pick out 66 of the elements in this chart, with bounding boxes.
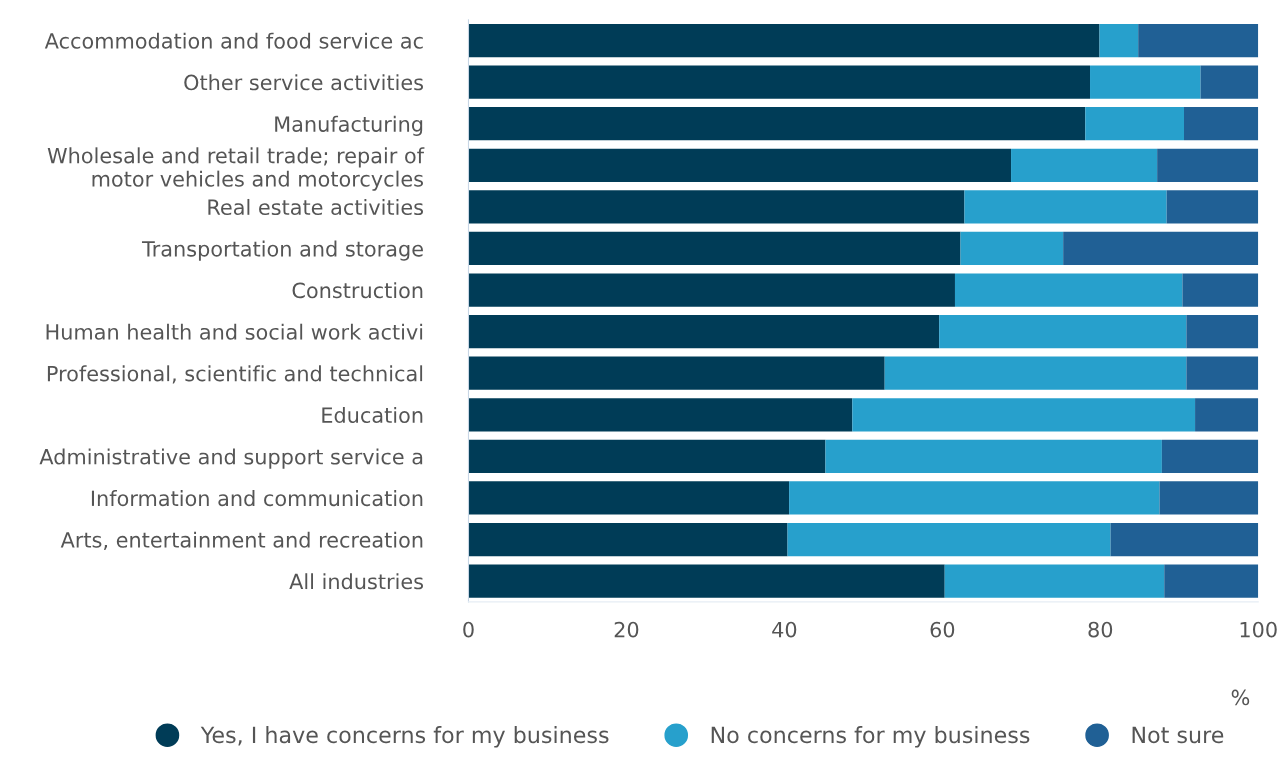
x-tick-label: 40	[772, 621, 797, 638]
y-tick-label: All industries	[289, 573, 424, 590]
bar	[468, 65, 1091, 99]
y-tick-label: Wholesale and retail trade; repair of motor vehicles and motorcycles	[47, 147, 425, 191]
bar	[468, 190, 965, 224]
y-tick-label: Real estate activities	[208, 198, 424, 216]
bar	[468, 398, 853, 432]
bar	[825, 439, 1162, 474]
bar	[468, 481, 790, 515]
bar	[1184, 107, 1259, 141]
bar	[1090, 65, 1201, 99]
bar	[884, 356, 1187, 390]
bar	[1099, 23, 1139, 58]
bar	[1164, 564, 1259, 598]
legend-label: No concerns for my business	[711, 726, 1030, 748]
y-tick-label: Information and communication	[91, 490, 423, 507]
y-tick-label: Manufacturing	[275, 115, 423, 136]
bar	[852, 398, 1196, 432]
bar	[1138, 23, 1259, 58]
bar	[468, 107, 1086, 141]
bar	[1166, 190, 1259, 224]
bar	[944, 564, 1165, 598]
bar	[468, 148, 1012, 182]
x-tick-label: 100	[1240, 621, 1277, 638]
bar	[1186, 315, 1259, 349]
bar	[960, 231, 1064, 266]
bar	[1110, 522, 1259, 557]
bar	[468, 522, 788, 557]
y-tick-label: Arts, entertainment and recreation	[60, 531, 423, 550]
x-axis-title: %	[1231, 689, 1250, 706]
bar	[1157, 148, 1259, 182]
bar	[468, 564, 945, 598]
bar	[468, 231, 961, 266]
y-tick-label: Education	[322, 406, 423, 424]
legend-label: Yes, I have concerns for my business	[200, 726, 609, 748]
bar	[939, 315, 1187, 349]
bar	[954, 273, 1183, 307]
x-tick-label: 80	[1088, 621, 1113, 638]
x-tick-label: 60	[930, 621, 955, 638]
bar	[1063, 231, 1259, 266]
bar	[964, 190, 1167, 224]
bar	[468, 439, 826, 474]
x-tick-label: 20	[614, 621, 639, 638]
y-tick-label: Professional, scientific and technical	[47, 365, 423, 384]
legend-label: Not sure	[1132, 726, 1224, 744]
y-tick-label: Construction	[292, 282, 423, 299]
bar	[1161, 439, 1259, 474]
bar	[468, 23, 1100, 58]
bar	[789, 481, 1160, 515]
bar	[468, 273, 955, 307]
y-tick-label: Administrative and support service a	[39, 448, 423, 469]
y-tick-label: Accommodation and food service ac	[44, 32, 423, 49]
bar	[468, 315, 940, 349]
bar	[787, 522, 1111, 557]
y-tick-label: Transportation and storage	[141, 240, 423, 261]
bar	[1011, 148, 1158, 182]
bar	[1182, 273, 1259, 307]
bar	[1085, 107, 1184, 141]
bar	[1159, 481, 1259, 515]
y-tick-label: Human health and social work activi	[46, 323, 423, 340]
bar	[1200, 65, 1259, 99]
x-tick-label: 0	[463, 621, 474, 638]
bar	[1195, 398, 1259, 432]
bar	[468, 356, 885, 390]
bar	[1186, 356, 1259, 390]
y-tick-label: Other service activities	[184, 74, 424, 91]
